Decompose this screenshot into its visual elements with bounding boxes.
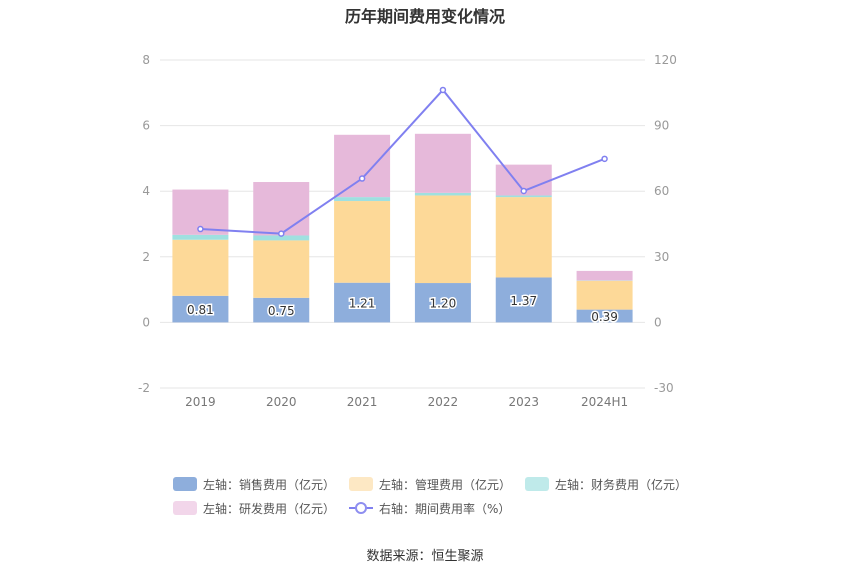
bar-segment xyxy=(334,134,391,198)
bar-segment xyxy=(334,201,391,283)
bar-segment xyxy=(495,277,552,323)
data-label: 1.20 xyxy=(430,297,457,311)
left-tick-label: 8 xyxy=(142,53,150,67)
expense-rate-point xyxy=(197,225,204,233)
bar-segment xyxy=(495,197,552,278)
bar-segment xyxy=(576,270,633,281)
legend-label-finance: 左轴：财务费用（亿元） xyxy=(555,477,688,492)
bar-segment xyxy=(414,195,471,284)
bar-segment xyxy=(576,309,633,323)
x-tick-label: 2021 xyxy=(347,395,378,409)
data-label: 0.39 xyxy=(591,310,618,324)
data-label: 0.81 xyxy=(187,303,214,317)
legend-item-finance[interactable]: 左轴：财务费用（亿元） xyxy=(525,476,687,493)
bar-segment xyxy=(334,197,391,202)
legend: 左轴：销售费用（亿元） 左轴：管理费用（亿元） 左轴：财务费用（亿元） 左轴：研… xyxy=(173,472,693,520)
legend-item-expense-rate[interactable]: 右轴：期间费用率（%） xyxy=(349,500,510,517)
right-tick-label: 60 xyxy=(654,184,669,198)
right-tick-label: 30 xyxy=(654,250,669,264)
legend-swatch-sales xyxy=(173,477,197,491)
expense-rate-point xyxy=(601,155,608,163)
right-tick-label: 90 xyxy=(654,119,669,133)
x-tick-label: 2022 xyxy=(428,395,459,409)
legend-swatch-finance xyxy=(525,477,550,491)
left-tick-label: -2 xyxy=(138,381,150,395)
bar-segment xyxy=(334,282,391,323)
bar-segment xyxy=(172,234,229,240)
expense-rate-point xyxy=(520,187,527,195)
data-label: 1.21 xyxy=(349,297,376,311)
expense-rate-point xyxy=(358,175,366,182)
bar-segment xyxy=(172,295,229,323)
right-tick-label: 0 xyxy=(654,315,662,329)
bar-segment xyxy=(495,195,552,198)
left-tick-label: 6 xyxy=(142,119,150,133)
legend-label-admin: 左轴：管理费用（亿元） xyxy=(379,477,512,492)
legend-label-sales: 左轴：销售费用（亿元） xyxy=(203,477,336,492)
expense-rate-line xyxy=(200,88,605,235)
bar-segment xyxy=(253,240,310,298)
legend-label-expense-rate: 右轴：期间费用率（%） xyxy=(379,501,511,516)
right-tick-label: -30 xyxy=(654,381,674,395)
expense-rate-point xyxy=(278,230,285,237)
x-tick-label: 2023 xyxy=(508,395,539,409)
bar-segment xyxy=(414,133,471,193)
legend-line-icon xyxy=(349,501,374,515)
x-tick-label: 2020 xyxy=(266,395,297,409)
legend-swatch-admin xyxy=(349,477,374,491)
left-tick-label: 0 xyxy=(142,315,150,329)
bar-segment xyxy=(414,192,471,196)
bar-segment xyxy=(253,297,310,323)
x-tick-label: 2024H1 xyxy=(581,395,628,409)
expense-rate-point xyxy=(439,86,447,94)
bar-segment xyxy=(253,235,310,241)
chart-plot: -2 -30 0 0 2 30 4 60 6 90 8 120 2019 2020 2021 2022 2023… xyxy=(138,53,677,409)
chart-title: 历年期间费用变化情况 xyxy=(344,7,505,26)
source-note: 数据来源：恒生聚源 xyxy=(366,549,484,564)
legend-item-rnd[interactable]: 左轴：研发费用（亿元） xyxy=(173,500,335,517)
bar-segment xyxy=(414,283,471,323)
bar-segment xyxy=(253,182,310,236)
data-label: 1.37 xyxy=(510,294,537,308)
bar-segment xyxy=(172,239,229,296)
left-tick-label: 4 xyxy=(142,184,150,198)
legend-item-sales[interactable]: 左轴：销售费用（亿元） xyxy=(173,476,335,493)
x-tick-label: 2019 xyxy=(185,395,216,409)
right-tick-label: 120 xyxy=(654,53,677,67)
data-label: 0.75 xyxy=(268,304,295,318)
legend-swatch-rnd xyxy=(173,501,197,515)
left-tick-label: 2 xyxy=(142,250,150,264)
legend-item-admin[interactable]: 左轴：管理费用（亿元） xyxy=(349,476,511,493)
bar-segment xyxy=(576,280,633,310)
legend-label-rnd: 左轴：研发费用（亿元） xyxy=(203,501,336,516)
